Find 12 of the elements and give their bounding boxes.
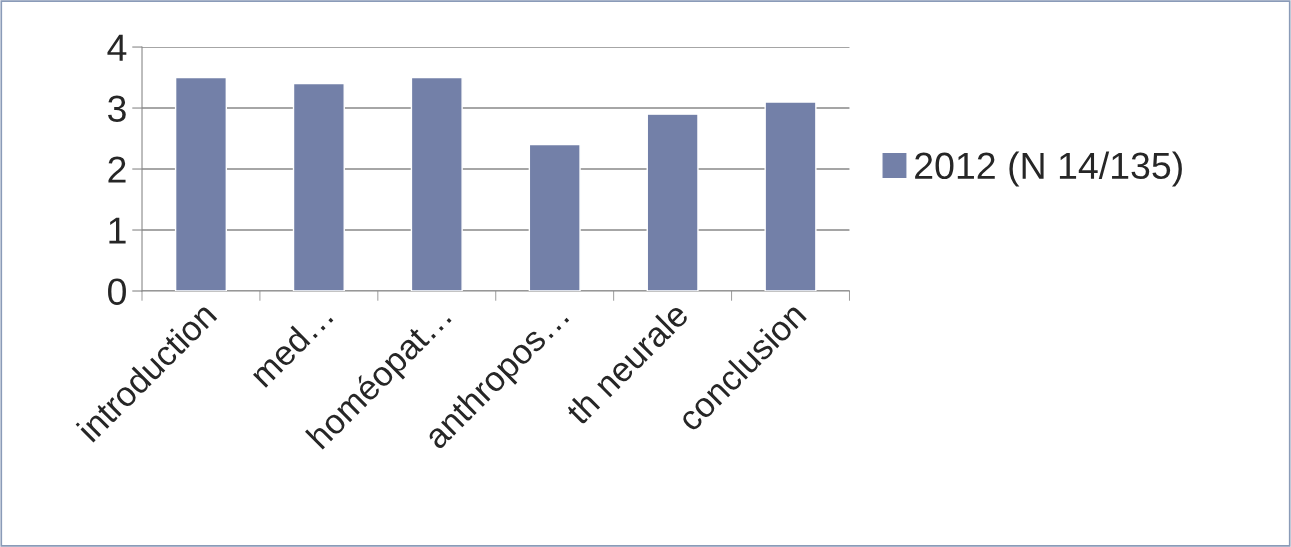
y-tick-label: 4 — [107, 34, 127, 61]
bar — [528, 143, 581, 291]
bar — [174, 76, 228, 291]
y-tick-label: 2 — [108, 156, 126, 183]
bar — [646, 113, 699, 291]
legend-label: 2012 (N 14/135) — [915, 151, 1182, 187]
y-tick-label: 3 — [108, 95, 126, 122]
y-tick-label: 0 — [108, 278, 126, 305]
bar — [410, 76, 463, 291]
bar — [764, 101, 817, 291]
y-tick-label: 1 — [109, 217, 126, 244]
bar — [292, 82, 345, 291]
